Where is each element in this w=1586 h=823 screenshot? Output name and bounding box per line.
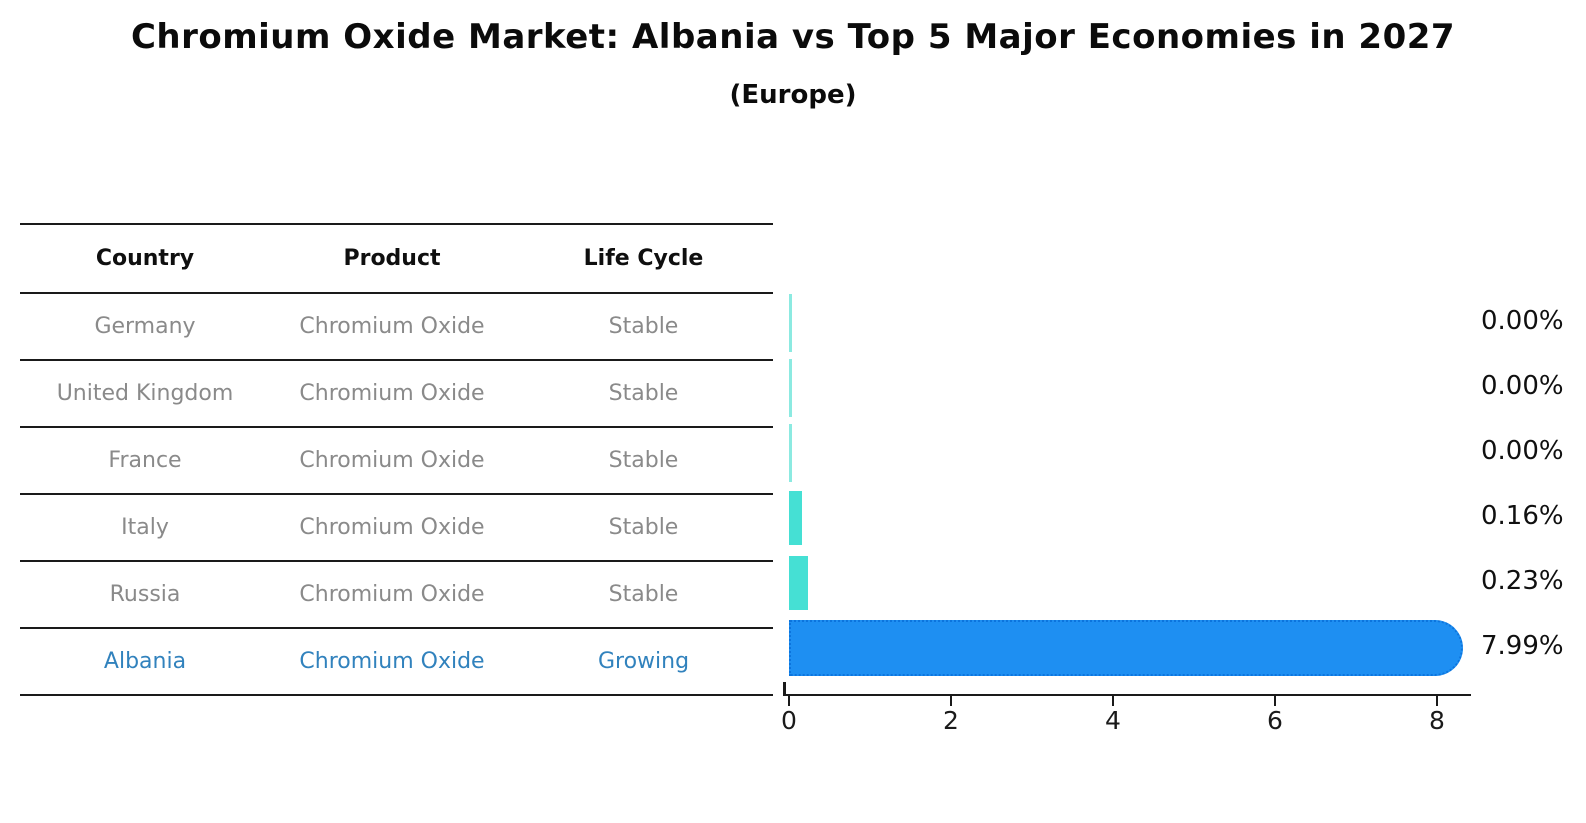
x-tick — [1273, 696, 1277, 706]
x-tick — [949, 696, 953, 706]
x-tick-label: 6 — [1267, 706, 1283, 735]
table-row-germany: Germany Chromium Oxide Stable — [20, 294, 773, 361]
value-label-italy: 0.16% — [1481, 500, 1564, 531]
column-header-country: Country — [95, 246, 195, 271]
bar-germany — [789, 293, 792, 352]
cell-life_cycle: Stable — [608, 381, 679, 406]
table-row-russia: Russia Chromium Oxide Stable — [20, 562, 773, 629]
country-table: Country Product Life Cycle Germany Chromium… — [20, 223, 773, 696]
cell-life_cycle: Growing — [597, 649, 690, 674]
column-header-life-cycle: Life Cycle — [583, 246, 704, 271]
bar-albania — [789, 619, 1464, 676]
cell-country: Albania — [103, 649, 187, 674]
value-label-russia: 0.23% — [1481, 565, 1564, 596]
cell-life_cycle: Stable — [608, 515, 679, 540]
bar-italy — [789, 490, 802, 545]
cell-country: United Kingdom — [56, 381, 234, 406]
x-tick-label: 2 — [943, 706, 959, 735]
table-row-france: France Chromium Oxide Stable — [20, 428, 773, 495]
x-tick-label: 0 — [781, 706, 797, 735]
cell-life_cycle: Stable — [608, 582, 679, 607]
value-label-albania: 7.99% — [1481, 630, 1564, 661]
x-tick-label: 4 — [1105, 706, 1121, 735]
table-row-italy: Italy Chromium Oxide Stable — [20, 495, 773, 562]
value-label-germany: 0.00% — [1481, 305, 1564, 336]
bar-united-kingdom — [789, 358, 792, 417]
table-row-albania: Albania Chromium Oxide Growing — [20, 629, 773, 696]
cell-country: Germany — [94, 314, 196, 339]
cell-life_cycle: Stable — [608, 314, 679, 339]
chart-subtitle: (Europe) — [729, 80, 857, 110]
value-label-united-kingdom: 0.00% — [1481, 370, 1564, 401]
cell-product: Chromium Oxide — [299, 649, 485, 674]
cell-product: Chromium Oxide — [299, 314, 485, 339]
table-header-row: Country Product Life Cycle — [20, 225, 773, 294]
cell-product: Chromium Oxide — [299, 448, 485, 473]
bar-france — [789, 423, 792, 482]
cell-product: Chromium Oxide — [299, 381, 485, 406]
x-axis-line — [783, 693, 1471, 696]
cell-life_cycle: Stable — [608, 448, 679, 473]
value-label-france: 0.00% — [1481, 435, 1564, 466]
cell-country: France — [108, 448, 182, 473]
cell-country: Italy — [121, 515, 169, 540]
x-tick — [1435, 696, 1439, 706]
cell-product: Chromium Oxide — [299, 582, 485, 607]
y-axis-stub — [783, 682, 786, 694]
x-tick — [1111, 696, 1115, 706]
cell-country: Russia — [109, 582, 181, 607]
column-header-product: Product — [343, 246, 441, 271]
x-tick-label: 8 — [1429, 706, 1445, 735]
x-tick — [787, 696, 791, 706]
cell-product: Chromium Oxide — [299, 515, 485, 540]
chart-title: Chromium Oxide Market: Albania vs Top 5 … — [130, 17, 1456, 57]
table-body: Germany Chromium Oxide Stable United Kingdo… — [20, 294, 773, 696]
bar-russia — [789, 555, 808, 610]
table-row-united-kingdom: United Kingdom Chromium Oxide Stable — [20, 361, 773, 428]
